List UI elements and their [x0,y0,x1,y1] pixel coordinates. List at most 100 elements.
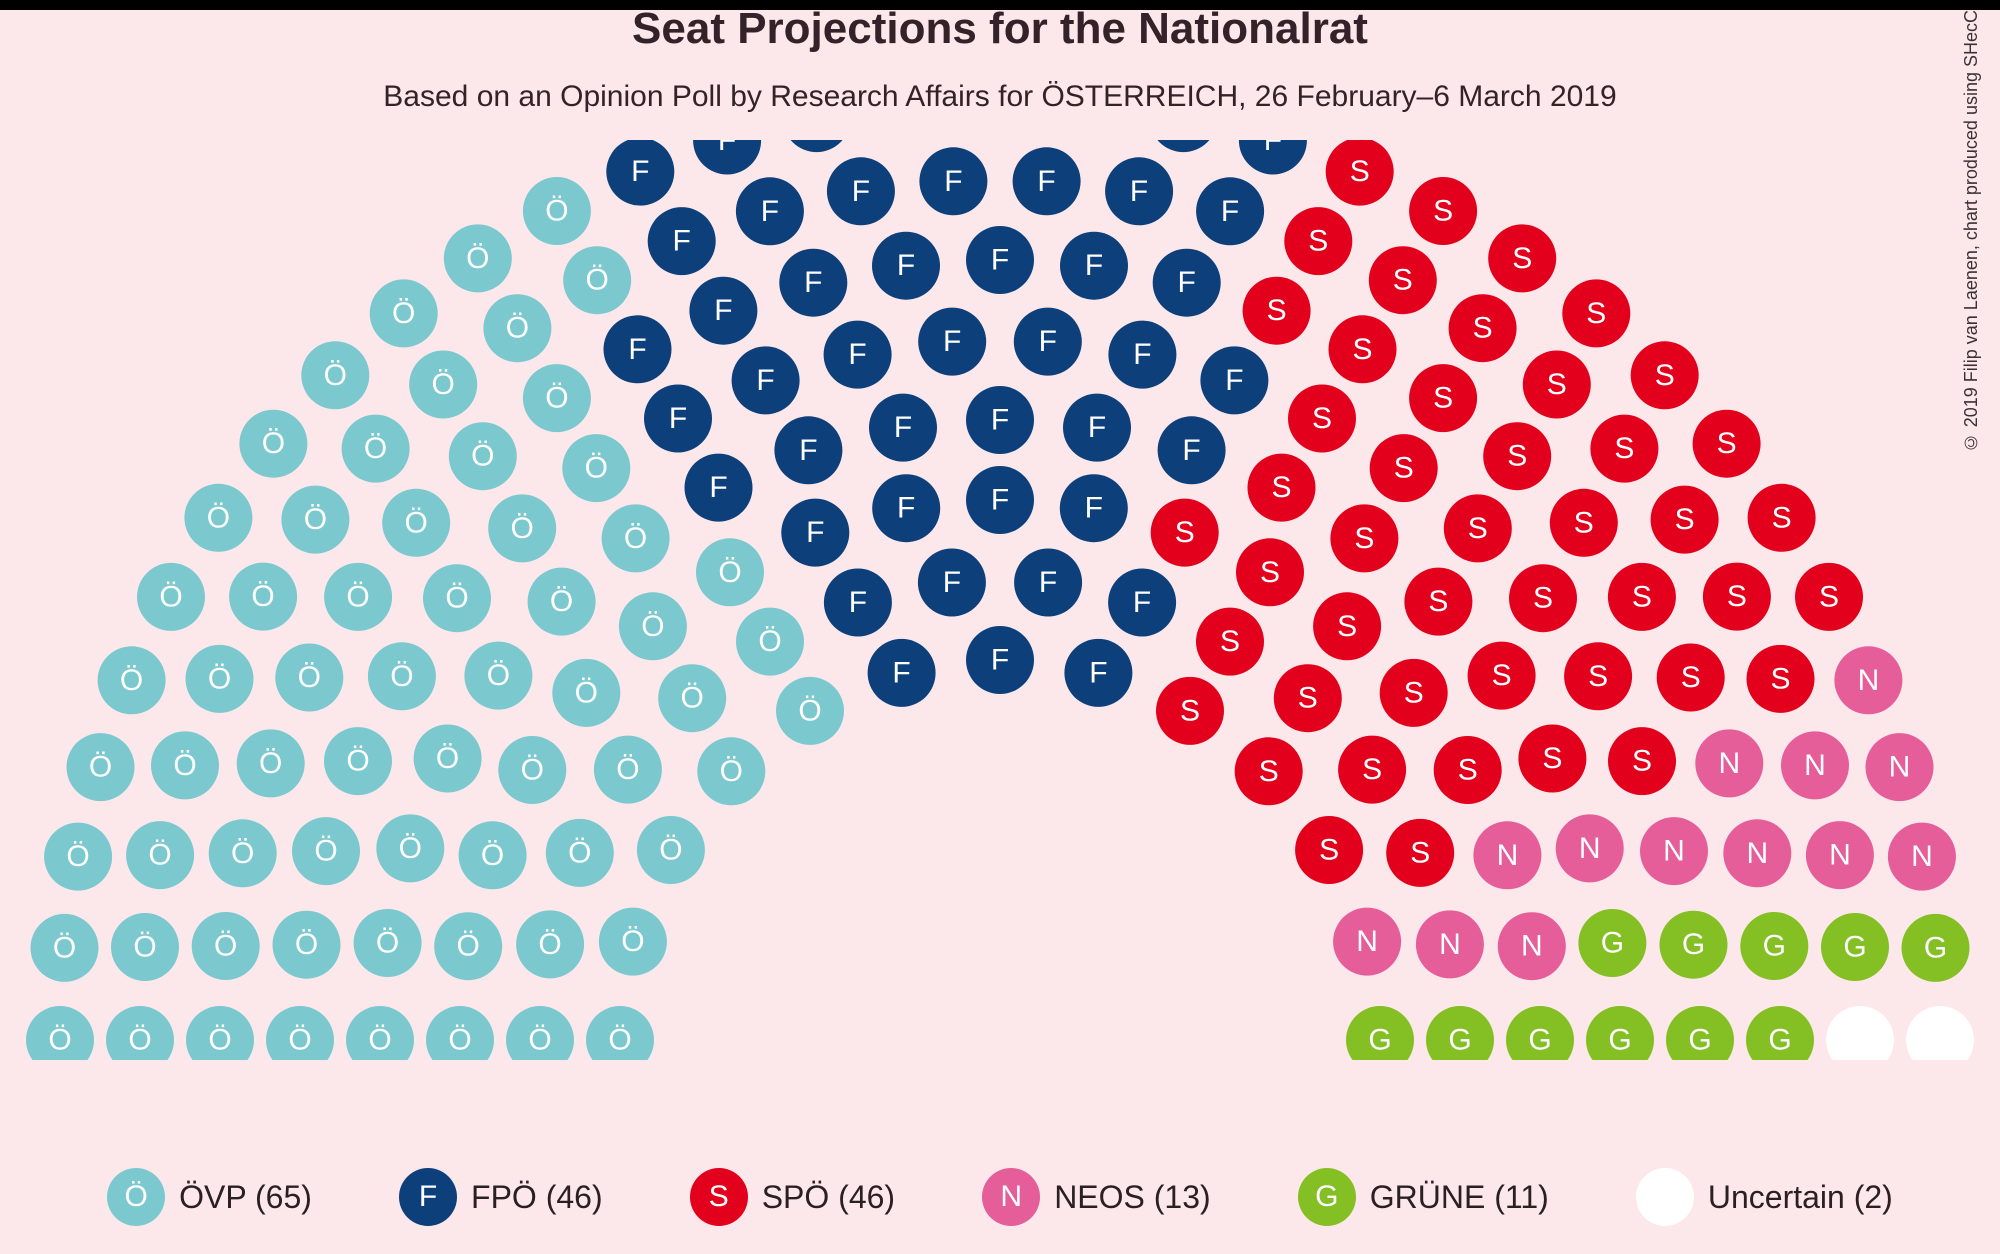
svg-text:Ö: Ö [288,1024,311,1057]
svg-text:S: S [1394,452,1414,485]
seat-spo: S [1295,816,1363,884]
seat-spo: S [1608,563,1676,631]
svg-text:S: S [1220,625,1240,658]
legend-label-spo: SPÖ (46) [762,1179,895,1216]
seat-ovp: Ö [324,727,392,795]
svg-text:F: F [1182,434,1200,467]
svg-text:F: F [848,338,866,371]
svg-text:S: S [1298,682,1318,715]
seat-grune: G [1426,1006,1494,1060]
seat-ovp: Ö [426,1006,494,1060]
svg-text:N: N [1663,835,1685,868]
svg-text:Ö: Ö [471,440,494,473]
seat-fpo: F [1158,416,1226,484]
seat-ovp: Ö [599,908,667,976]
legend-label-unc: Uncertain (2) [1708,1179,1893,1216]
svg-text:Ö: Ö [208,662,231,695]
svg-text:Ö: Ö [259,747,282,780]
legend-swatch-fpo: F [399,1168,457,1226]
svg-text:S: S [1632,745,1652,778]
legend-item-neos: N NEOS (13) [982,1168,1210,1226]
seat-ovp: Ö [414,725,482,793]
svg-text:F: F [1085,492,1103,525]
seat-ovp: Ö [346,1006,414,1060]
svg-text:S: S [1473,312,1493,345]
seat-ovp: Ö [637,816,705,884]
seat-neos: N [1781,731,1849,799]
svg-text:Ö: Ö [659,834,682,867]
seat-ovp: Ö [184,484,252,552]
svg-text:Ö: Ö [568,836,591,869]
seat-ovp: Ö [552,659,620,727]
seat-fpo: F [1060,474,1128,542]
seat-spo: S [1386,819,1454,887]
seat-spo: S [1468,642,1536,710]
svg-text:F: F [944,165,962,198]
seat-neos: N [1723,819,1791,887]
seat-ovp: Ö [239,410,307,478]
seat-ovp: Ö [229,563,297,631]
seat-ovp: Ö [506,1006,574,1060]
seat-fpo: F [693,140,761,175]
seat-ovp: Ö [354,909,422,977]
svg-text:S: S [1507,440,1527,473]
seat-ovp: Ö [266,1006,334,1060]
svg-text:N: N [1521,930,1543,963]
seat-fpo: F [918,549,986,617]
svg-text:Ö: Ö [159,580,182,613]
seat-fpo: F [1108,321,1176,389]
seat-spo: S [1590,415,1658,483]
seat-fpo: F [872,232,940,300]
svg-text:F: F [991,644,1009,677]
svg-text:Ö: Ö [608,1024,631,1057]
svg-text:Ö: Ö [368,1024,391,1057]
legend-item-ovp: ÖÖVP (65) [107,1168,312,1226]
seat-ovp: Ö [562,434,630,502]
svg-text:Ö: Ö [399,832,422,865]
legend-swatch-neos: N [982,1168,1040,1226]
seat-fpo: F [644,385,712,453]
seat-ovp: Ö [619,592,687,660]
svg-text:Ö: Ö [48,1024,71,1057]
seat-neos: N [1333,908,1401,976]
seat-fpo: F [783,140,851,152]
seat-ovp: Ö [44,823,112,891]
svg-text:S: S [1428,585,1448,618]
seat-fpo: F [779,249,847,317]
seat-ovp: Ö [523,364,591,432]
seat-ovp: Ö [151,731,219,799]
svg-text:F: F [991,404,1009,437]
svg-text:F: F [1085,249,1103,282]
svg-text:Ö: Ö [621,925,644,958]
svg-text:Ö: Ö [681,682,704,715]
seat-neos: N [1806,821,1874,889]
svg-text:Ö: Ö [445,582,468,615]
seat-ovp: Ö [498,736,566,804]
seat-ovp: Ö [483,294,551,362]
svg-text:F: F [943,325,961,358]
seat-spo: S [1235,737,1303,805]
seat-ovp: Ö [528,568,596,636]
svg-text:Ö: Ö [346,745,369,778]
svg-text:Ö: Ö [641,610,664,643]
svg-text:Ö: Ö [392,297,415,330]
seat-spo: S [1488,224,1556,292]
seat-fpo: F [966,226,1034,294]
svg-text:Ö: Ö [720,755,743,788]
seat-ovp: Ö [292,817,360,885]
seat-grune: G [1578,909,1646,977]
legend-label-neos: NEOS (13) [1054,1179,1210,1216]
seat-ovp: Ö [209,819,277,887]
svg-text:F: F [799,434,817,467]
legend-item-grune: GGRÜNE (11) [1298,1168,1549,1226]
svg-text:Ö: Ö [314,835,337,868]
svg-text:S: S [1542,742,1562,775]
seat-spo: S [1562,279,1630,347]
svg-text:N: N [1804,749,1826,782]
svg-text:S: S [1468,512,1488,545]
svg-text:Ö: Ö [432,368,455,401]
seat-neos: N [1416,910,1484,978]
svg-text:S: S [1675,503,1695,536]
svg-text:N: N [1746,837,1768,870]
seat-fpo: F [1105,157,1173,225]
